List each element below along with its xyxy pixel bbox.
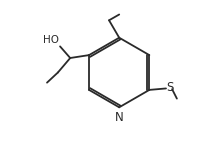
Text: HO: HO [43,35,59,45]
Text: S: S [167,81,174,94]
Text: N: N [115,111,124,124]
